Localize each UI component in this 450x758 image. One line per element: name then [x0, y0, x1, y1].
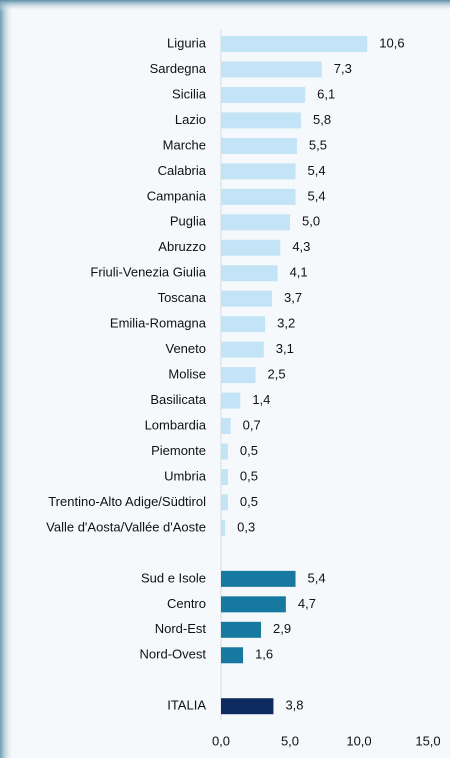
value-label: 3,2 [277, 316, 295, 331]
value-label: 0,5 [240, 443, 258, 458]
bar [221, 570, 296, 587]
bar [221, 392, 241, 409]
bar [221, 61, 322, 78]
value-label: 3,8 [285, 698, 303, 713]
value-label: 0,5 [240, 468, 258, 483]
y-tick-label: Emilia-Romagna [110, 316, 207, 331]
y-tick-label: Veneto [166, 341, 207, 356]
y-tick-label: Lombardia [145, 417, 207, 432]
bar [221, 112, 302, 129]
value-label: 3,1 [276, 341, 294, 356]
bar [221, 494, 228, 511]
value-label: 0,5 [240, 494, 258, 509]
y-tick-label: Nord-Est [155, 621, 207, 636]
value-label: 4,1 [290, 265, 308, 280]
y-tick-label: Toscana [158, 290, 207, 305]
y-tick-label: Campania [147, 188, 207, 203]
value-label: 0,7 [243, 417, 261, 432]
bar [221, 341, 264, 358]
value-label: 3,7 [284, 290, 302, 305]
bar [221, 468, 228, 485]
value-label: 4,3 [292, 239, 310, 254]
y-tick-label: Marche [163, 137, 206, 152]
value-label: 5,4 [308, 570, 326, 585]
bar [221, 36, 368, 52]
value-label: 5,8 [313, 112, 331, 127]
y-tick-label: Sicilia [172, 86, 207, 101]
x-tick-label: 0,0 [212, 733, 230, 748]
y-tick-label: Piemonte [151, 443, 206, 458]
x-tick-label: 10,0 [346, 733, 371, 748]
value-label: 5,0 [302, 214, 320, 229]
background-edge [0, 0, 450, 12]
bar [221, 163, 296, 180]
y-tick-label: Abruzzo [158, 239, 206, 254]
bar [221, 418, 231, 435]
y-tick-label: Friuli-Venezia Giulia [90, 265, 206, 280]
y-tick-label: ITALIA [167, 698, 206, 713]
y-tick-label: Puglia [170, 214, 207, 229]
value-label: 4,7 [298, 596, 316, 611]
value-label: 0,3 [237, 519, 255, 534]
bar [221, 290, 273, 307]
bar [221, 86, 306, 103]
bar [221, 367, 256, 384]
bar [221, 647, 244, 664]
value-label: 7,3 [334, 61, 352, 76]
value-label: 5,5 [309, 137, 327, 152]
bar [221, 239, 281, 256]
y-tick-label: Centro [167, 596, 206, 611]
bar [221, 265, 278, 282]
value-label: 6,1 [317, 86, 335, 101]
y-tick-label: Basilicata [150, 392, 206, 407]
y-tick-label: Lazio [175, 112, 206, 127]
value-label: 2,5 [268, 367, 286, 382]
y-tick-label: Trentino-Alto Adige/Südtirol [48, 494, 206, 509]
value-label: 1,6 [255, 647, 273, 662]
bar [221, 443, 228, 460]
y-tick-label: Sardegna [150, 61, 207, 76]
bar [221, 519, 226, 536]
value-label: 2,9 [273, 621, 291, 636]
y-tick-label: Calabria [158, 163, 207, 178]
background-edge [0, 0, 14, 758]
bar [221, 698, 274, 715]
y-tick-label: Liguria [167, 35, 207, 50]
bar [221, 214, 290, 231]
y-tick-label: Nord-Ovest [140, 647, 207, 662]
x-tick-label: 15,0 [415, 733, 440, 748]
bar [221, 316, 266, 333]
y-tick-label: Molise [168, 367, 206, 382]
bar [221, 621, 262, 638]
value-label: 10,6 [379, 35, 404, 50]
value-label: 1,4 [252, 392, 270, 407]
y-tick-label: Sud e Isole [141, 570, 206, 585]
y-tick-label: Valle d'Aosta/Vallée d'Aoste [46, 519, 206, 534]
value-label: 5,4 [308, 188, 326, 203]
x-tick-label: 5,0 [281, 733, 299, 748]
bar [221, 188, 296, 205]
y-tick-label: Umbria [164, 468, 207, 483]
value-label: 5,4 [308, 163, 326, 178]
bar [221, 596, 286, 613]
bar [221, 137, 297, 154]
